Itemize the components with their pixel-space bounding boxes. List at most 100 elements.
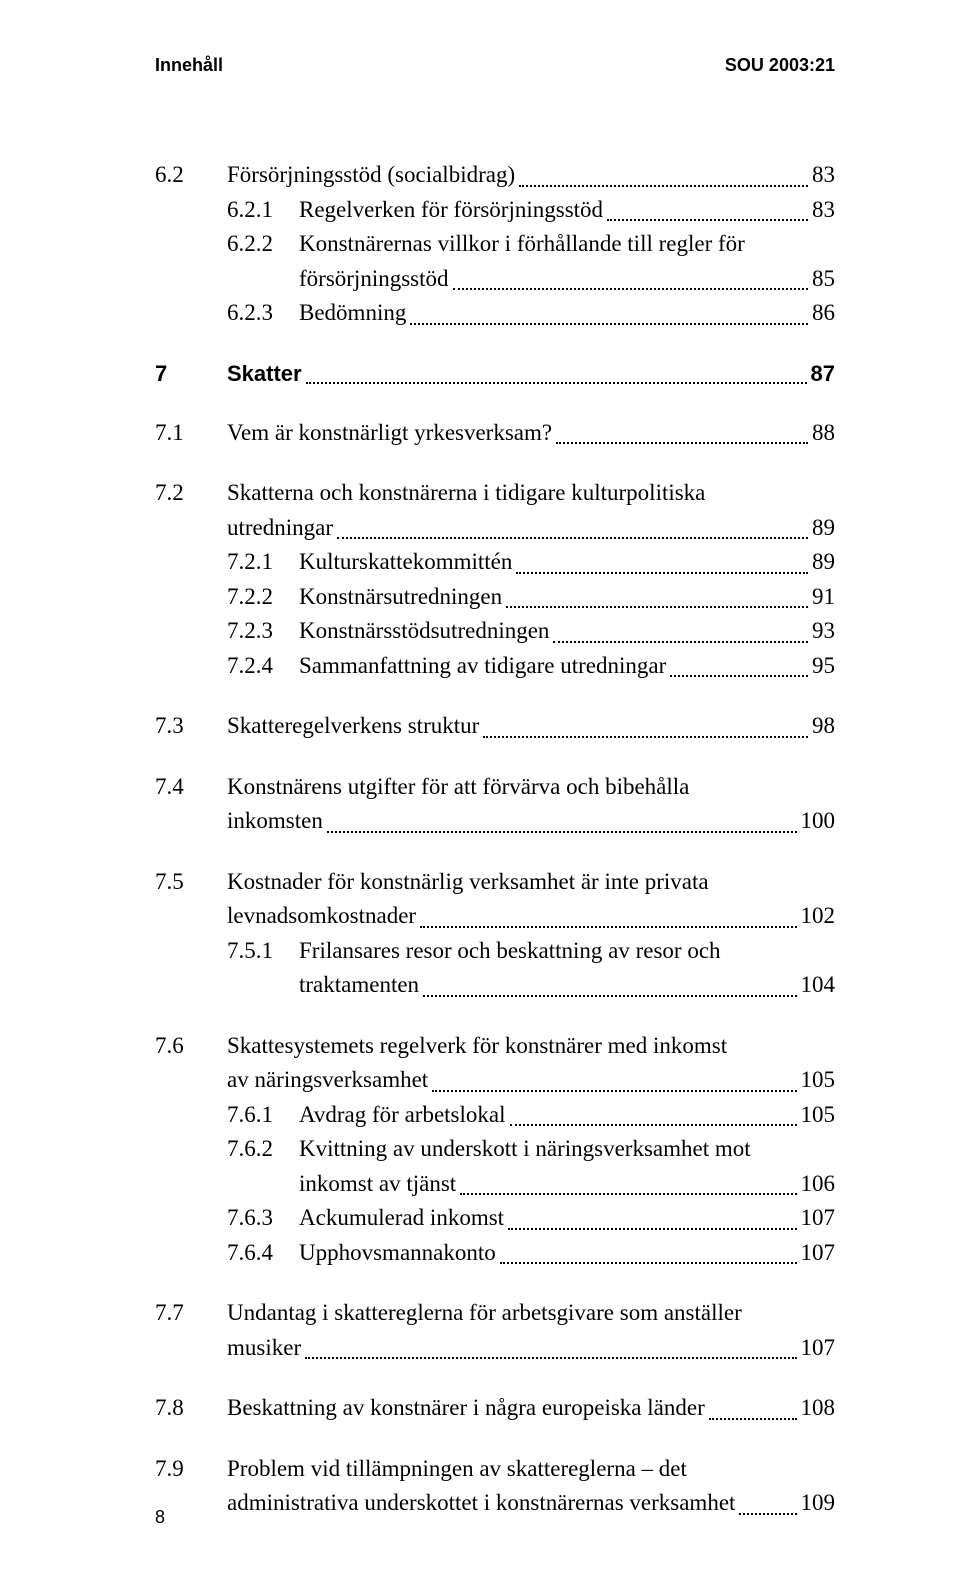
toc-page: 107 — [801, 1236, 836, 1271]
toc-row: 6.2.3Bedömning86 — [227, 296, 835, 331]
toc-leader — [432, 1090, 796, 1092]
toc-number: 7.8 — [155, 1391, 227, 1426]
table-of-contents: 6.2Försörjningsstöd (socialbidrag)83 6.2.… — [155, 158, 835, 1521]
toc-page: 102 — [801, 899, 836, 934]
toc-page: 83 — [812, 193, 835, 228]
toc-label: Kulturskattekommittén — [299, 545, 512, 580]
toc-label: Vem är konstnärligt yrkesverksam? — [227, 416, 552, 451]
toc-row: 7.3Skatteregelverkens struktur 98 — [155, 709, 835, 744]
toc-page: 105 — [801, 1063, 836, 1098]
toc-page: 107 — [801, 1331, 836, 1366]
toc-row: 7.1Vem är konstnärligt yrkesverksam?88 — [155, 416, 835, 451]
toc-spacer — [155, 450, 835, 476]
toc-row: 7.7Undantag i skattereglerna för arbetsg… — [155, 1296, 835, 1331]
toc-row: 7Skatter87 — [155, 357, 835, 390]
toc-page: 85 — [812, 262, 835, 297]
toc-leader — [306, 382, 807, 384]
toc-spacer — [155, 1365, 835, 1391]
toc-label: Sammanfattning av tidigare utredningar — [299, 649, 666, 684]
toc-spacer — [155, 744, 835, 770]
toc-number: 7.1 — [155, 416, 227, 451]
toc-leader — [516, 572, 808, 574]
toc-number: 7 — [155, 357, 227, 390]
toc-page: 93 — [812, 614, 835, 649]
toc-page: 104 — [801, 968, 836, 1003]
toc-page: 89 — [812, 545, 835, 580]
toc-leader — [305, 1357, 796, 1359]
toc-leader — [553, 641, 808, 643]
toc-row: 6.2Försörjningsstöd (socialbidrag)83 — [155, 158, 835, 193]
toc-number: 7.3 — [155, 709, 227, 744]
toc-label: Regelverken för försörjningsstöd — [299, 193, 603, 228]
toc-label: Bedömning — [299, 296, 406, 331]
toc-label: Undantag i skattereglerna för arbetsgiva… — [227, 1296, 742, 1331]
toc-row: musiker107 — [155, 1331, 835, 1366]
toc-page: 107 — [801, 1201, 836, 1236]
toc-label: levnadsomkostnader — [227, 899, 416, 934]
toc-row: 7.5.1Frilansares resor och beskattning a… — [227, 934, 835, 969]
toc-row: 7.6.3Ackumulerad inkomst 107 — [227, 1201, 835, 1236]
toc-label: Skatter — [227, 357, 302, 390]
toc-label: Avdrag för arbetslokal — [299, 1098, 506, 1133]
toc-row: 7.6Skattesystemets regelverk för konstnä… — [155, 1029, 835, 1064]
toc-label: Skattesystemets regelverk för konstnärer… — [227, 1029, 727, 1064]
toc-row: 7.9Problem vid tillämpningen av skattere… — [155, 1452, 835, 1487]
toc-spacer — [155, 839, 835, 865]
toc-number: 7.5.1 — [227, 934, 299, 969]
toc-row: 6.2.2Konstnärernas villkor i förhållande… — [227, 227, 835, 262]
toc-number: 7.2.2 — [227, 580, 299, 615]
toc-leader — [508, 1228, 796, 1230]
toc-page: 105 — [801, 1098, 836, 1133]
toc-page: 91 — [812, 580, 835, 615]
toc-number: 7.2.3 — [227, 614, 299, 649]
toc-page: 86 — [812, 296, 835, 331]
toc-row: administrativa underskottet i konstnärer… — [155, 1486, 835, 1521]
toc-leader — [423, 995, 796, 997]
toc-number: 7.5 — [155, 865, 227, 900]
toc-number: 6.2 — [155, 158, 227, 193]
toc-label: Ackumulerad inkomst — [299, 1201, 504, 1236]
toc-leader — [483, 736, 808, 738]
toc-number: 6.2.2 — [227, 227, 299, 262]
toc-page: 95 — [812, 649, 835, 684]
toc-number: 7.4 — [155, 770, 227, 805]
toc-spacer — [155, 1003, 835, 1029]
toc-label: Konstnärernas villkor i förhållande till… — [299, 227, 745, 262]
toc-label: utredningar — [227, 511, 333, 546]
toc-row: 7.2.4Sammanfattning av tidigare utrednin… — [227, 649, 835, 684]
toc-label: inkomsten — [227, 804, 323, 839]
toc-label: Skatteregelverkens struktur — [227, 709, 479, 744]
toc-row: 7.6.1Avdrag för arbetslokal105 — [227, 1098, 835, 1133]
running-header: Innehåll SOU 2003:21 — [155, 55, 835, 76]
toc-page: 106 — [801, 1167, 836, 1202]
toc-row: 6.2.1Regelverken för försörjningsstöd83 — [227, 193, 835, 228]
toc-number: 7.2.1 — [227, 545, 299, 580]
toc-leader — [453, 288, 809, 290]
toc-row: 7.5Kostnader för konstnärlig verksamhet … — [155, 865, 835, 900]
toc-row: levnadsomkostnader 102 — [155, 899, 835, 934]
toc-leader — [337, 537, 808, 539]
header-right: SOU 2003:21 — [725, 55, 835, 76]
toc-number: 7.6.4 — [227, 1236, 299, 1271]
toc-number: 7.6.2 — [227, 1132, 299, 1167]
toc-label: Kvittning av underskott i näringsverksam… — [299, 1132, 751, 1167]
toc-leader — [739, 1513, 796, 1515]
toc-row: inkomst av tjänst106 — [227, 1167, 835, 1202]
toc-number: 7.7 — [155, 1296, 227, 1331]
header-left: Innehåll — [155, 55, 223, 76]
toc-number: 7.6.3 — [227, 1201, 299, 1236]
toc-row: 7.6.2Kvittning av underskott i näringsve… — [227, 1132, 835, 1167]
toc-number: 7.6 — [155, 1029, 227, 1064]
toc-leader — [420, 926, 796, 928]
toc-spacer — [155, 1270, 835, 1296]
toc-row: 7.2.3Konstnärsstödsutredningen93 — [227, 614, 835, 649]
toc-page: 98 — [812, 709, 835, 744]
toc-page: 89 — [812, 511, 835, 546]
toc-spacer — [155, 390, 835, 416]
toc-label: Konstnärens utgifter för att förvärva oc… — [227, 770, 689, 805]
toc-label: Kostnader för konstnärlig verksamhet är … — [227, 865, 709, 900]
toc-row: 7.2Skatterna och konstnärerna i tidigare… — [155, 476, 835, 511]
toc-row: av näringsverksamhet105 — [155, 1063, 835, 1098]
toc-spacer — [155, 331, 835, 357]
toc-row: försörjningsstöd85 — [227, 262, 835, 297]
